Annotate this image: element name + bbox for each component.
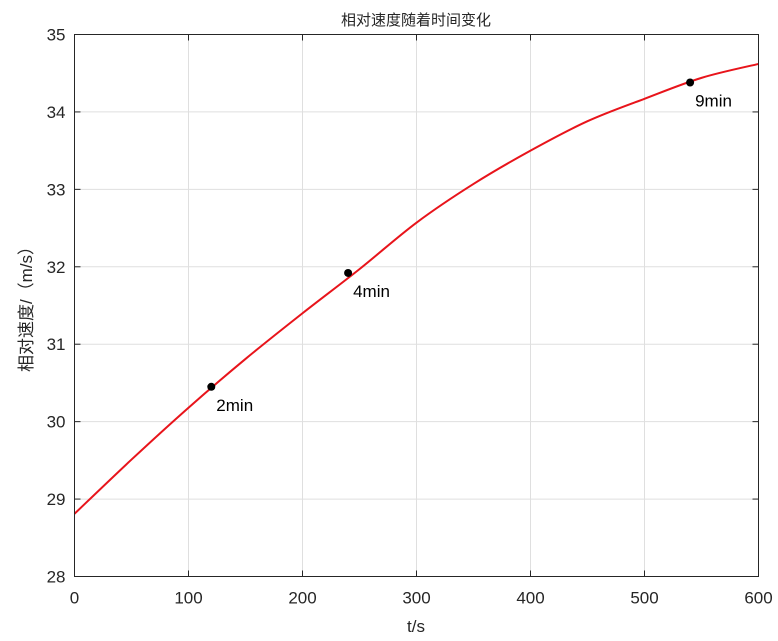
chart-title: 相对速度随着时间变化 [341, 11, 491, 29]
x-tick-label: 500 [630, 589, 658, 608]
marker-annotation: 9min [695, 92, 732, 111]
y-tick-label: 33 [47, 180, 66, 199]
x-tick-label: 200 [288, 589, 316, 608]
x-tick-label: 400 [516, 589, 544, 608]
y-axis-label: 相对速度/（m/s） [17, 238, 36, 372]
y-tick-label: 35 [47, 26, 66, 45]
x-axis-label: t/s [407, 617, 425, 636]
x-tick-label: 0 [70, 589, 79, 608]
marker-annotation: 4min [353, 282, 390, 301]
y-tick-label: 29 [47, 490, 66, 509]
y-tick-label: 34 [47, 103, 66, 122]
marker-annotation: 2min [216, 396, 253, 415]
data-marker-2min [207, 383, 215, 391]
data-marker-4min [344, 269, 352, 277]
x-tick-label: 100 [174, 589, 202, 608]
x-tick-label: 300 [402, 589, 430, 608]
y-tick-label: 32 [47, 258, 66, 277]
y-tick-label: 31 [47, 335, 66, 354]
x-tick-label: 600 [744, 589, 772, 608]
y-tick-label: 30 [47, 413, 66, 432]
y-tick-label: 28 [47, 568, 66, 587]
data-marker-9min [686, 79, 694, 87]
